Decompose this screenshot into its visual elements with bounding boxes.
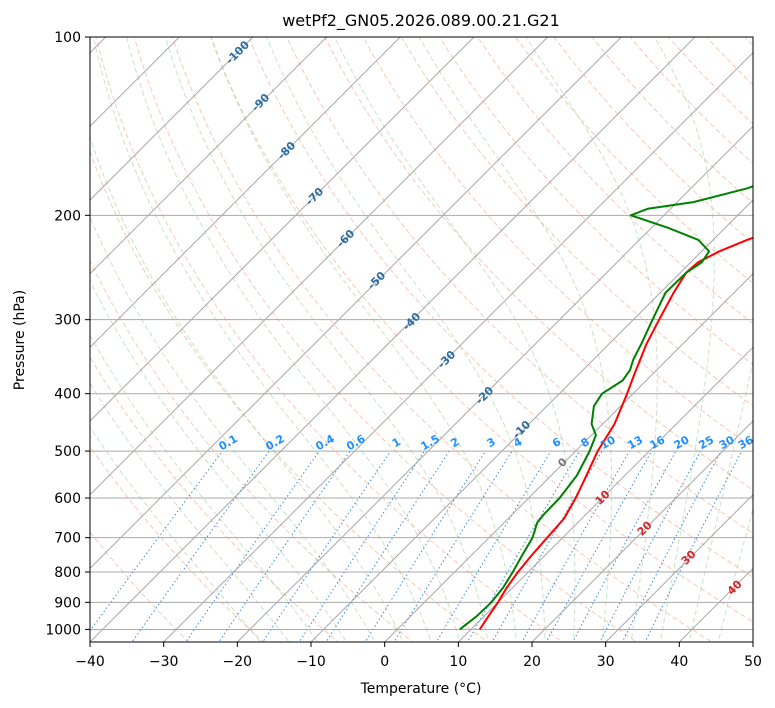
isotherm-line	[457, 346, 753, 642]
y-tick-label: 800	[54, 565, 81, 581]
isotherm-line	[90, 37, 622, 570]
dry-adiabat-line	[248, 37, 753, 578]
chart-title: wetPf2_GN05.2026.089.00.21.G21	[282, 11, 560, 31]
y-tick-label: 700	[54, 531, 81, 547]
y-tick-label: 200	[54, 208, 81, 224]
dry-adiabat-line	[209, 37, 753, 623]
x-tick-label: 40	[670, 654, 688, 670]
isotherm-line	[90, 37, 254, 201]
y-tick-label: 1000	[45, 622, 81, 638]
dry-adiabat-line	[286, 37, 753, 534]
y-axis-title: Pressure (hPa)	[12, 290, 28, 390]
isotherm-line	[90, 37, 696, 642]
plot-frame	[89, 36, 754, 643]
dry-adiabat-line	[90, 259, 414, 642]
moist-adiabat-line	[266, 37, 546, 642]
isotherm-line	[310, 199, 753, 642]
isotherm-line	[90, 37, 401, 349]
moist-adiabat-line	[90, 215, 376, 642]
x-axis-title: Temperature (°C)	[360, 681, 482, 697]
isotherm-line	[384, 272, 753, 642]
dry-adiabat-line	[90, 356, 340, 642]
y-tick-label: 100	[54, 30, 81, 46]
dry-adiabat-line	[90, 445, 265, 642]
x-tick-label: −30	[149, 654, 179, 670]
x-tick-label: −20	[223, 654, 253, 670]
moist-adiabat-line	[717, 506, 753, 642]
moist-adiabat-line	[90, 334, 319, 642]
y-axis: 1000 900 800 700 600 500 400 300 200 100	[45, 30, 90, 638]
dry-adiabat-line	[95, 37, 564, 642]
isotherm-line	[236, 125, 753, 642]
isotherm-line	[90, 37, 549, 496]
x-tick-label: 50	[744, 654, 762, 670]
isotherm-grid	[90, 37, 753, 642]
isotherm-line	[531, 420, 753, 642]
dry-adiabat-line	[90, 531, 190, 642]
y-tick-label: 600	[54, 491, 81, 507]
y-tick-label: 900	[54, 595, 81, 611]
y-tick-label: 300	[54, 313, 81, 329]
x-tick-label: 0	[380, 654, 389, 670]
dewpoint-profile-line	[459, 185, 753, 631]
x-tick-label: 30	[597, 654, 615, 670]
isotherm-line	[90, 37, 475, 422]
y-tick-label: 500	[54, 444, 81, 460]
y-tick-label: 400	[54, 387, 81, 403]
moist-adiabat-line	[654, 37, 715, 642]
dry-adiabat-line	[362, 37, 753, 449]
x-axis: −40 −30 −20 −10 0 10 20 30 40 50	[75, 642, 762, 670]
x-tick-label: 10	[449, 654, 467, 670]
isotherm-line	[163, 51, 753, 642]
x-tick-label: −10	[296, 654, 326, 670]
isobar-grid	[90, 37, 753, 630]
dry-adiabat-line	[324, 37, 753, 491]
x-tick-label: 20	[523, 654, 541, 670]
dry-adiabat-line	[133, 37, 638, 642]
isotherm-line	[90, 37, 328, 275]
x-tick-label: −40	[75, 654, 105, 670]
dry-adiabat-line	[400, 37, 753, 407]
isotherm-line	[605, 493, 753, 642]
temperature-profile-line	[478, 236, 753, 630]
dry-adiabat-line	[171, 37, 713, 642]
sounding-series	[459, 185, 753, 631]
